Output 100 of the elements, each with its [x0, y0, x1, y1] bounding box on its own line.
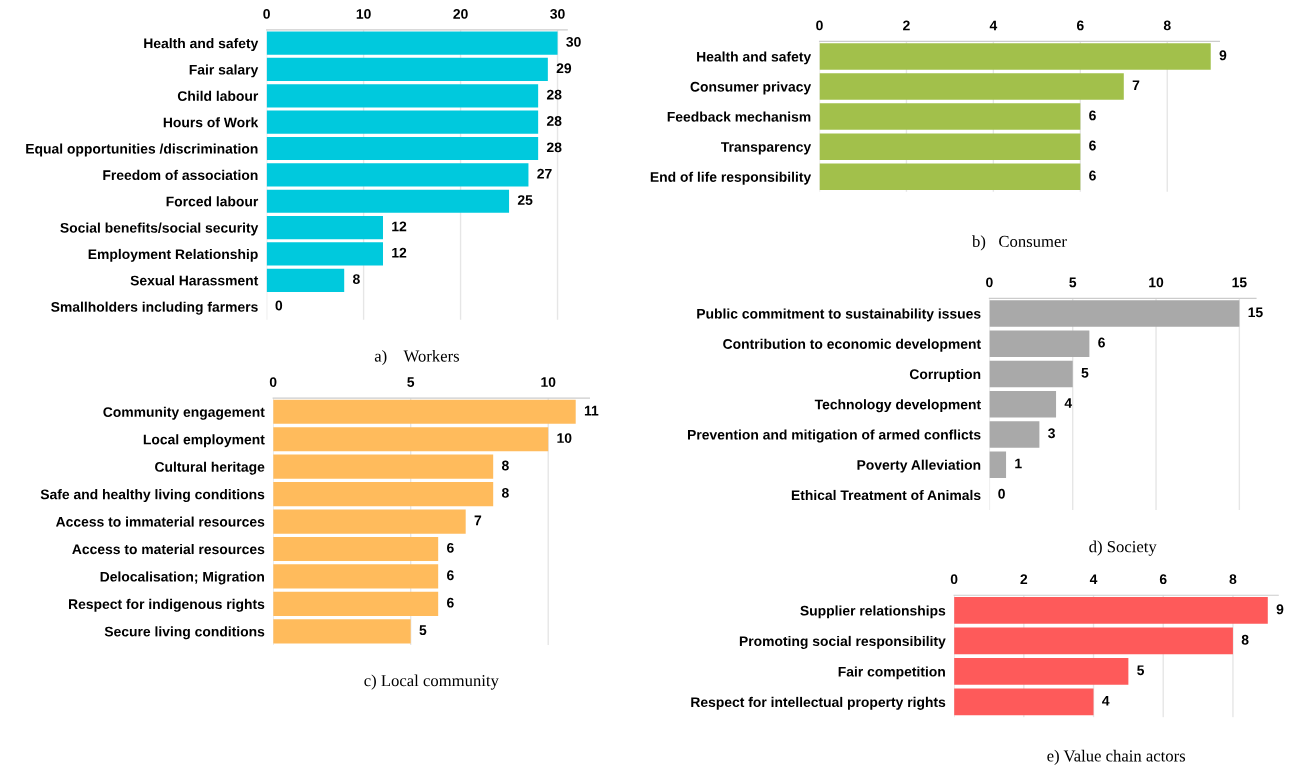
y-tick-label: Social benefits/social security [60, 222, 259, 236]
bar [273, 536, 439, 562]
x-tick-label: 0 [986, 277, 993, 288]
x-tick-label: 0 [263, 9, 270, 19]
bar [273, 619, 411, 644]
bar [266, 57, 548, 82]
data-label: 7 [474, 515, 482, 526]
x-tick-label: 6 [1076, 20, 1084, 31]
x-tick-label: 5 [1069, 277, 1077, 288]
x-tick-label: 10 [541, 377, 556, 387]
y-tick-label: Cultural heritage [155, 461, 265, 475]
y-tick-label: Child labour [177, 90, 259, 101]
bar [819, 43, 1211, 70]
data-label: 6 [1089, 110, 1096, 121]
y-tick-label: Sexual Harassment [130, 275, 259, 286]
bar [266, 163, 529, 187]
bar [266, 84, 539, 108]
y-tick-label: Consumer privacy [690, 81, 812, 95]
data-label: 12 [392, 247, 407, 258]
y-tick-label: Local employment [143, 434, 265, 448]
bar [954, 658, 1129, 685]
y-tick-label: Secure living conditions [104, 626, 265, 640]
data-label: 4 [1064, 398, 1073, 408]
y-tick-label: Supplier relationships [800, 605, 946, 619]
bar [954, 597, 1268, 624]
y-tick-label: Access to material resources [72, 543, 265, 555]
bar [954, 688, 1094, 716]
data-label: 28 [546, 89, 562, 100]
y-tick-label: Prevention and mitigation of armed conflicts [687, 429, 981, 443]
x-tick-label: 6 [1159, 574, 1167, 585]
x-tick-label: 30 [550, 9, 565, 19]
bar [273, 564, 439, 589]
x-tick-label: 2 [903, 20, 910, 31]
data-label: 28 [546, 142, 562, 153]
bar [266, 189, 510, 213]
y-tick-label: Hours of Work [163, 117, 259, 128]
y-tick-label: Public commitment to sustainability issues [697, 308, 981, 322]
bar [266, 136, 539, 161]
data-label: 0 [275, 300, 283, 311]
y-tick-label: Employment Relationship [88, 248, 258, 262]
y-tick-label: Equal opportunities /discrimination [26, 143, 258, 157]
data-label: 9 [1219, 50, 1227, 61]
y-tick-label: Forced labour [166, 196, 259, 207]
y-tick-label: Respect for intellectual property rights [691, 696, 946, 710]
y-tick-label: Contribution to economic development [723, 338, 981, 352]
bar [273, 454, 494, 479]
y-tick-label: Smallholders including farmers [51, 301, 258, 315]
bar [273, 591, 439, 616]
data-label: 9 [1276, 604, 1284, 615]
data-label: 10 [557, 433, 572, 443]
data-label: 5 [1081, 368, 1089, 378]
x-tick-label: 20 [453, 9, 468, 19]
bar [273, 427, 549, 452]
y-tick-label: Health and safety [144, 38, 259, 52]
bar [266, 110, 539, 134]
text: a) Workers [374, 349, 460, 366]
data-label: 3 [1048, 428, 1055, 439]
data-label: 0 [998, 488, 1005, 499]
data-label: 30 [566, 36, 581, 47]
data-label: 6 [447, 542, 454, 553]
text: d) Society [1089, 540, 1157, 556]
bar [266, 215, 383, 240]
x-tick-label: 10 [1149, 277, 1164, 288]
data-label: 11 [584, 405, 599, 416]
bar [989, 421, 1040, 448]
data-label: 15 [1248, 307, 1263, 318]
bar [819, 133, 1081, 160]
data-label: 6 [1089, 170, 1096, 181]
x-tick-label: 10 [356, 9, 371, 19]
x-tick-label: 0 [950, 574, 958, 585]
y-tick-label: Fair competition [838, 666, 945, 680]
bar [273, 509, 466, 534]
bar [266, 268, 345, 292]
x-tick-label: 8 [1163, 20, 1171, 31]
y-tick-label: Health and safety [697, 51, 812, 65]
data-label: 8 [1241, 634, 1249, 645]
data-label: 12 [392, 221, 407, 232]
bar [273, 482, 494, 507]
y-tick-label: Community engagement [103, 406, 265, 420]
y-tick-label: Safe and healthy living conditions [40, 489, 265, 503]
x-tick-label: 15 [1232, 277, 1247, 288]
bar [989, 330, 1090, 358]
data-label: 28 [546, 116, 562, 126]
bar [989, 390, 1057, 418]
data-label: 5 [1137, 665, 1145, 676]
data-label: 1 [1015, 458, 1022, 469]
bar [989, 360, 1073, 388]
data-label: 29 [556, 63, 572, 74]
y-tick-label: End of life responsibility [650, 171, 812, 185]
data-label: 7 [1132, 80, 1140, 91]
bar [954, 627, 1233, 655]
data-label: 27 [537, 168, 552, 179]
bar [819, 163, 1081, 190]
data-label: 6 [447, 597, 454, 608]
y-tick-label: Delocalisation; Migration [100, 571, 264, 585]
data-label: 8 [501, 460, 509, 471]
bar [819, 73, 1124, 100]
x-tick-label: 4 [989, 20, 998, 31]
data-label: 25 [517, 195, 533, 205]
y-tick-label: Respect for indigenous rights [69, 598, 265, 612]
